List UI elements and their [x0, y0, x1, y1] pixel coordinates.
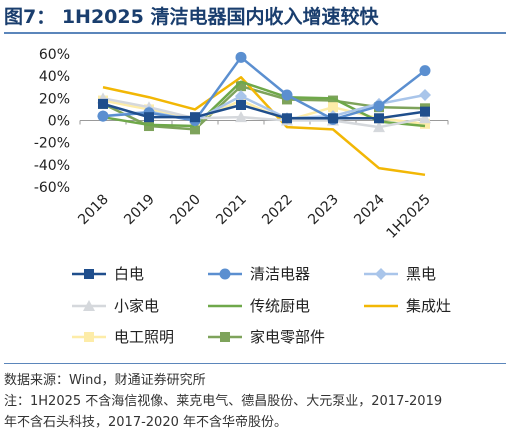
exclusion-note-line2: 年不含石头科技，2017-2020 年不含华帝股份。: [4, 415, 287, 430]
legend-marker: [219, 268, 231, 280]
data-point: [373, 100, 385, 112]
data-point: [328, 95, 338, 106]
legend-item: 小家电: [72, 297, 159, 315]
x-tick-label: 2018: [75, 192, 112, 229]
legend-marker: [375, 268, 387, 280]
legend-item: 电工照明: [72, 328, 174, 346]
legend-label: 电工照明: [114, 328, 174, 346]
legend-label: 白电: [114, 265, 144, 283]
legend-label: 小家电: [114, 297, 159, 315]
exclusion-note-line1: 注：1H2025 不含海信视像、莱克电气、德昌股份、大元泵业，2017-2019: [4, 394, 443, 409]
x-tick-label: 2024: [351, 191, 388, 228]
data-point: [328, 113, 338, 124]
data-point: [419, 89, 431, 102]
y-tick-label: 60%: [39, 47, 70, 63]
legend-item: 黑电: [364, 265, 436, 283]
series-layer: [97, 51, 431, 177]
title-divider: [4, 32, 506, 34]
data-point: [373, 121, 385, 133]
legend-item: 白电: [72, 265, 144, 283]
y-tick-label: -20%: [34, 136, 70, 152]
data-point: [328, 102, 338, 113]
legend-marker: [220, 332, 230, 342]
legend-label: 传统厨电: [250, 297, 310, 315]
data-point: [419, 112, 431, 124]
data-point: [235, 111, 247, 123]
x-tick-label: 2020: [167, 192, 204, 229]
y-tick-label: 20%: [39, 91, 70, 107]
x-tick-label: 2021: [213, 192, 250, 229]
legend-label: 集成灶: [406, 297, 451, 315]
x-tick-label: 1H2025: [384, 192, 434, 242]
figure-title: 图7： 1H2025 清洁电器国内收入增速较快: [4, 6, 379, 28]
series-line: [102, 76, 426, 177]
x-tick-label: 2023: [305, 192, 342, 229]
data-point: [190, 124, 200, 135]
legend-marker: [83, 300, 95, 311]
x-tick-label: 2019: [121, 192, 158, 229]
data-point: [236, 99, 246, 110]
data-point: [98, 98, 108, 109]
data-point: [420, 118, 430, 129]
x-tick-label: 2022: [259, 192, 296, 229]
legend-label: 家电零部件: [250, 328, 325, 346]
legend-marker: [84, 269, 94, 279]
data-point: [281, 89, 293, 101]
legend-label: 清洁电器: [250, 265, 310, 283]
data-point: [374, 113, 384, 124]
legend-item: 家电零部件: [208, 328, 325, 346]
growth-line-chart: 60% 40% 20% 0% -20% -40% -60% 2018 2019 2020 2021…: [34, 47, 451, 346]
y-tick-label: 0%: [48, 114, 70, 130]
series-line: [102, 97, 426, 129]
data-point: [236, 81, 246, 92]
data-point: [144, 112, 154, 123]
y-tick-label: -40%: [34, 158, 70, 174]
data-point: [419, 65, 431, 77]
legend-label: 黑电: [406, 265, 436, 283]
y-tick-label: 40%: [39, 69, 70, 85]
data-point: [190, 112, 200, 123]
footer-divider: [4, 363, 506, 364]
legend-item: 集成灶: [364, 297, 451, 315]
y-axis: 60% 40% 20% 0% -20% -40% -60%: [34, 47, 70, 196]
series-1: [98, 98, 430, 124]
data-point: [282, 113, 292, 124]
data-point: [97, 110, 109, 122]
data-point: [235, 90, 247, 103]
series-6: [102, 76, 426, 177]
source-note: 数据来源：Wind，财通证券研究所: [4, 373, 206, 388]
series-line: [102, 56, 426, 122]
data-point: [235, 51, 247, 63]
y-tick-label: -60%: [34, 180, 70, 196]
data-point: [420, 106, 430, 117]
legend-item: 传统厨电: [208, 297, 310, 315]
legend-marker: [84, 332, 94, 342]
series-line: [102, 102, 426, 120]
legend-item: 清洁电器: [208, 265, 310, 283]
